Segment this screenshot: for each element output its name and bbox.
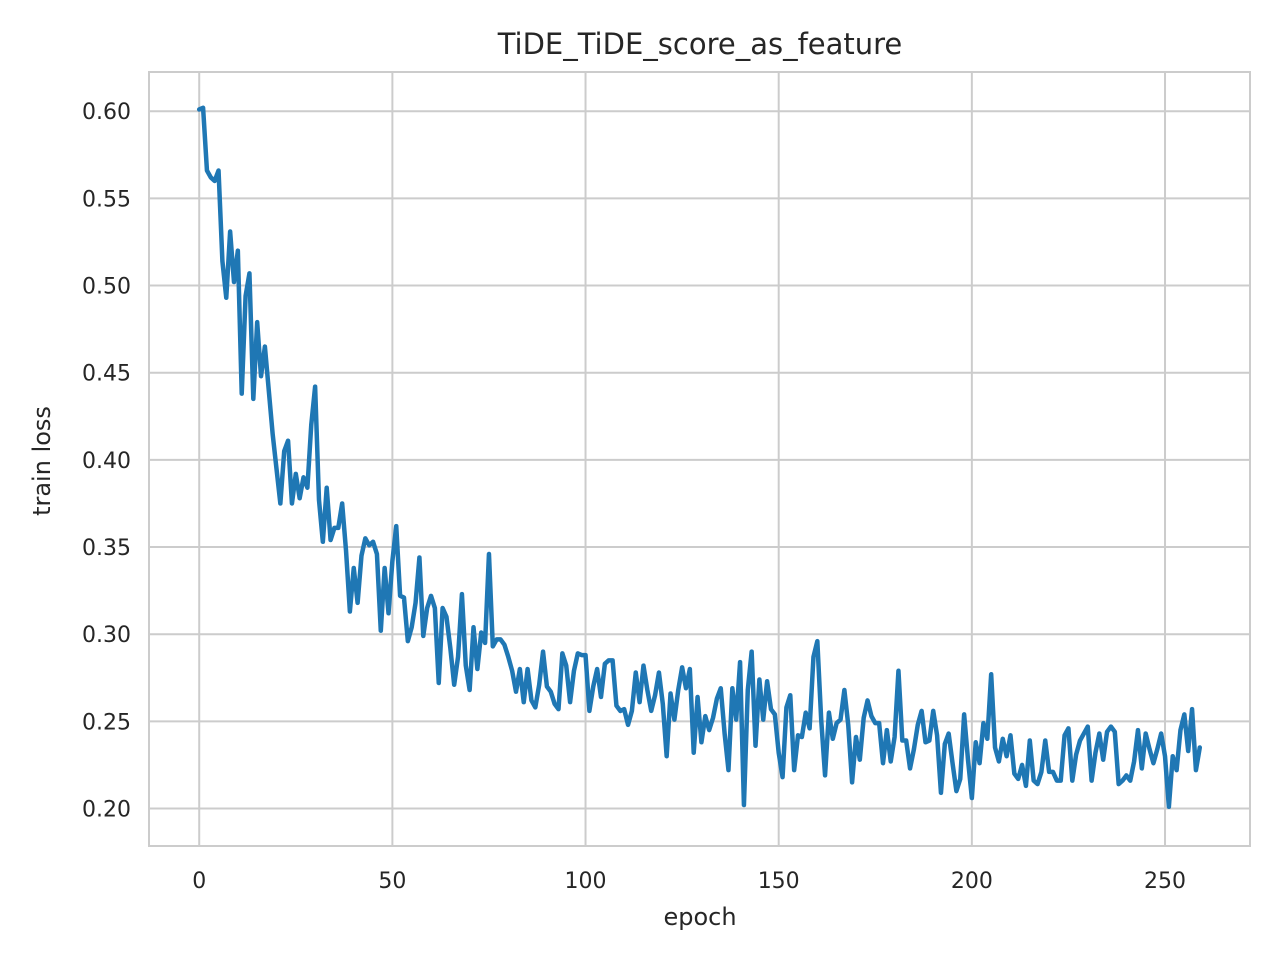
y-tick-label: 0.55 (82, 187, 131, 212)
x-gridlines (198, 72, 1167, 846)
y-tick-label: 0.40 (82, 449, 131, 474)
x-tick-label: 200 (951, 869, 993, 894)
chart-title: TiDE_TiDE_score_as_feature (497, 27, 903, 61)
y-tick-label: 0.25 (82, 710, 131, 735)
train-loss-line (196, 105, 1203, 810)
y-tick-label: 0.60 (82, 100, 131, 125)
x-tick-label: 250 (1144, 869, 1186, 894)
y-tick-labels: 0.20 0.25 0.30 0.35 0.40 0.45 0.50 0.55 0.60 (82, 100, 131, 822)
x-axis-label: epoch (663, 903, 736, 931)
y-gridlines (149, 110, 1250, 810)
y-tick-label: 0.30 (82, 623, 131, 648)
y-axis-label: train loss (28, 406, 56, 516)
x-tick-label: 150 (758, 869, 800, 894)
x-tick-label: 100 (565, 869, 607, 894)
x-tick-label: 0 (192, 869, 206, 894)
y-tick-label: 0.45 (82, 362, 131, 387)
plot-frame (148, 71, 1251, 847)
series-group (196, 105, 1203, 810)
x-tick-label: 50 (378, 869, 406, 894)
y-tick-label: 0.20 (82, 798, 131, 823)
y-tick-label: 0.35 (82, 536, 131, 561)
x-tick-labels: 0 50 100 150 200 250 (192, 869, 1186, 894)
y-tick-label: 0.50 (82, 275, 131, 300)
